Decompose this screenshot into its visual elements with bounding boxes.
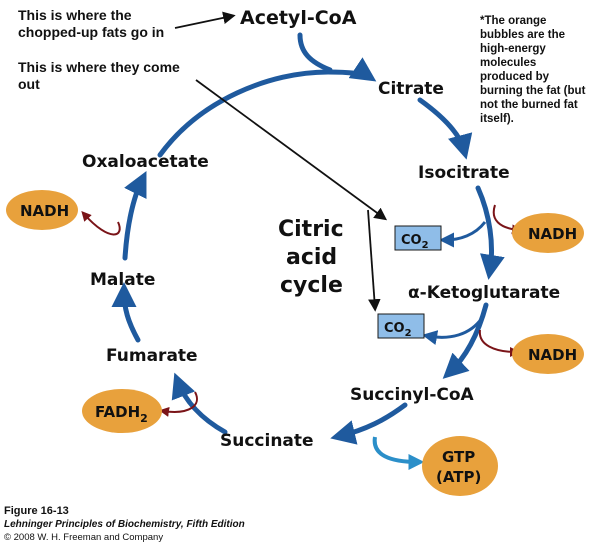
side-arrow-nadh-malate [81, 211, 121, 236]
label-alpha-ketoglutarate: α-Ketoglutarate [408, 283, 560, 303]
co2-first-base: CO [401, 233, 422, 248]
bubble-nadh-malate: NADH [6, 190, 78, 230]
side-note-line: molecules [480, 57, 536, 69]
side-arrow-fadh2-succinate [159, 391, 198, 417]
fadh2-base: FADH [95, 403, 140, 421]
co2-box-second: CO2 [377, 313, 425, 339]
side-note-line: bubbles are the [480, 29, 565, 41]
svg-text:CO2: CO2 [384, 321, 412, 339]
nadh-malate-label: NADH [20, 202, 69, 220]
side-note-line: burning the fat (but [480, 85, 586, 97]
co2-arrow-second [422, 317, 484, 345]
gtp-arrow [372, 436, 425, 470]
fadh2-sub: 2 [140, 412, 148, 425]
center-label-line1: Citric [278, 217, 344, 242]
orange-bubbles-note: *The orange bubbles are the high-energy … [480, 15, 586, 125]
bubble-gtp: GTP (ATP) [422, 436, 498, 496]
arrow-fats-out-co2-first [195, 79, 388, 221]
nadh-ketoglutarate-label: NADH [528, 346, 577, 364]
label-succinate: Succinate [220, 431, 314, 451]
label-acetyl-coa: Acetyl-CoA [240, 7, 357, 29]
side-note-line: *The orange [480, 15, 546, 27]
figure-title: Figure 16-13 [4, 505, 69, 517]
side-note-line: produced by [480, 71, 550, 83]
label-malate: Malate [90, 270, 155, 290]
fats-out-note-line1: This is where they come [18, 59, 180, 75]
arc-citrate-to-isocitrate [417, 97, 473, 160]
arc-fumarate-to-malate [111, 282, 141, 343]
fats-out-note-line2: out [18, 76, 40, 92]
side-arrow-nadh-ketoglutarate [478, 329, 520, 357]
cycle-arrows [111, 32, 505, 445]
arc-oxaloacetate-to-citrate [157, 57, 377, 158]
acetyl-coa-entry [297, 32, 333, 73]
svg-text:CO2: CO2 [401, 233, 429, 251]
arrow-fats-in [174, 11, 236, 29]
bubble-nadh-ketoglutarate: NADH [512, 334, 584, 374]
label-citrate: Citrate [378, 79, 444, 99]
side-note-line: itself). [480, 113, 514, 125]
figure-subtitle: Lehninger Principles of Biochemistry, Fi… [4, 519, 245, 530]
side-note-line: not the burned fat [480, 99, 578, 111]
fats-in-note-line1: This is where the [18, 7, 132, 23]
label-isocitrate: Isocitrate [418, 163, 510, 183]
arrow-fats-out-co2-second [367, 209, 381, 312]
arc-malate-to-oxaloacetate [122, 171, 147, 261]
co2-second-sub: 2 [405, 328, 412, 339]
bubble-fadh2: FADH2 [82, 389, 162, 433]
arc-succinylcoa-to-succinate [330, 402, 408, 445]
co2-arrow-first [439, 221, 487, 248]
gtp-label: GTP [442, 448, 475, 466]
arc-succinate-to-fumarate [171, 372, 228, 435]
atp-label: (ATP) [436, 468, 481, 486]
arc-isocitrate-to-ketoglutarate [475, 185, 505, 280]
bubble-nadh-isocitrate: NADH [512, 213, 584, 253]
svg-text:FADH2: FADH2 [95, 403, 148, 425]
arc-ketoglutarate-to-succinylcoa [442, 302, 489, 379]
annotation-arrows [174, 11, 388, 312]
label-succinyl-coa: Succinyl-CoA [350, 385, 475, 405]
side-note-line: high-energy [480, 43, 546, 55]
nadh-isocitrate-label: NADH [528, 225, 577, 243]
co2-arrows [422, 221, 487, 345]
co2-box-first: CO2 [394, 225, 442, 251]
fats-in-note-line2: chopped-up fats go in [18, 24, 164, 40]
center-label-line3: cycle [280, 273, 343, 298]
figure-copyright: © 2008 W. H. Freeman and Company [4, 532, 163, 543]
label-oxaloacetate: Oxaloacetate [82, 152, 209, 172]
co2-first-sub: 2 [422, 240, 429, 251]
center-label-line2: acid [286, 245, 337, 270]
label-fumarate: Fumarate [106, 346, 198, 366]
co2-second-base: CO [384, 321, 405, 336]
